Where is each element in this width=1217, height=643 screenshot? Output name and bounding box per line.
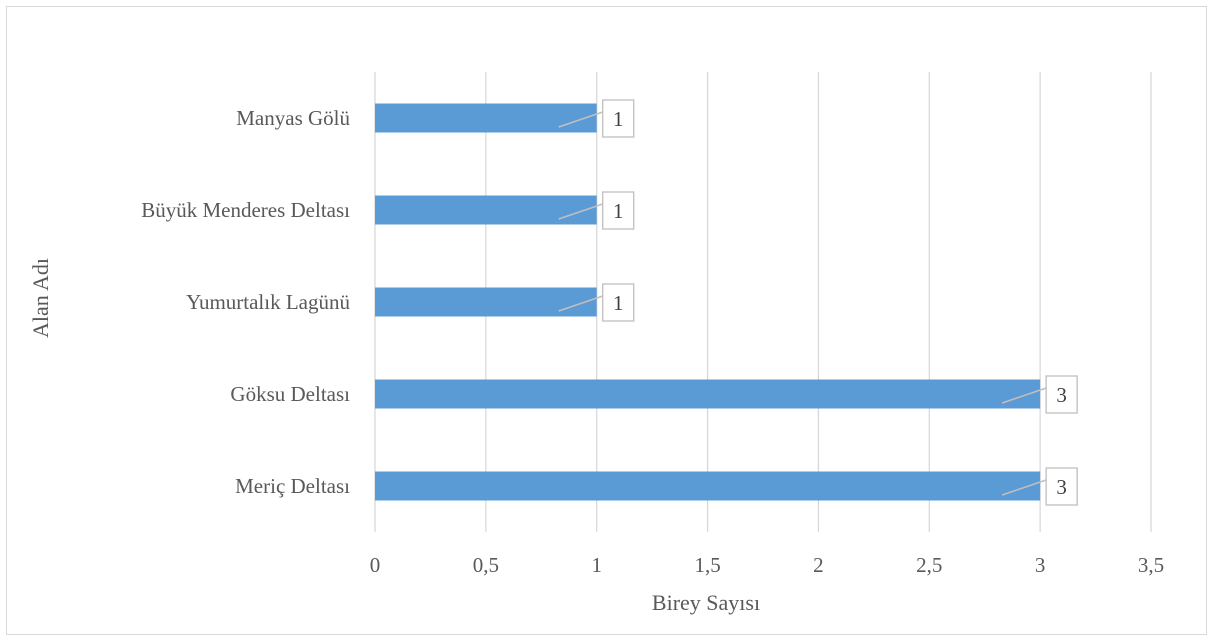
x-tick-label: 1,5 [694,553,720,577]
category-labels: Manyas Gölü Büyük Menderes Deltası Yumurta… [141,106,350,498]
x-tick-label: 2 [813,553,824,577]
data-label-box [602,99,635,138]
data-label-box [602,191,635,230]
data-label-box [1045,375,1078,414]
bar [375,103,597,133]
bar [375,287,597,317]
data-label: 3 [1056,383,1067,407]
data-label-box [1045,467,1078,506]
category-label: Büyük Menderes Deltası [141,198,350,222]
x-tick-label: 1 [591,553,602,577]
bar [375,195,597,225]
category-label: Göksu Deltası [230,382,350,406]
y-axis-title: Alan Adı [28,258,53,338]
data-label-leader [558,295,603,312]
bar [375,471,1041,501]
x-tick-label: 2,5 [916,553,942,577]
category-label: Yumurtalık Lagünü [186,290,350,314]
data-label: 1 [613,199,624,223]
category-label: Manyas Gölü [236,106,350,130]
bars [375,103,1041,501]
data-label-leader [558,203,603,220]
x-tick-label: 0 [370,553,381,577]
x-tick-label: 3 [1035,553,1046,577]
x-tick-label: 3,5 [1138,553,1164,577]
x-tick-labels: 0 0,5 1 1,5 2 2,5 3 3,5 [370,553,1164,577]
data-label: 3 [1056,475,1067,499]
data-label: 1 [613,291,624,315]
x-tick-label: 0,5 [473,553,499,577]
data-label-leader [1001,387,1047,404]
category-label: Meriç Deltası [235,474,350,498]
x-axis-title: Birey Sayısı [652,590,760,615]
gridlines [374,72,1152,532]
data-label: 1 [613,107,624,131]
data-label-leader [558,111,603,128]
data-label-box [602,283,635,322]
data-labels: 1 1 1 3 3 [558,99,1078,506]
bar [375,379,1041,409]
data-label-leader [1001,479,1047,496]
